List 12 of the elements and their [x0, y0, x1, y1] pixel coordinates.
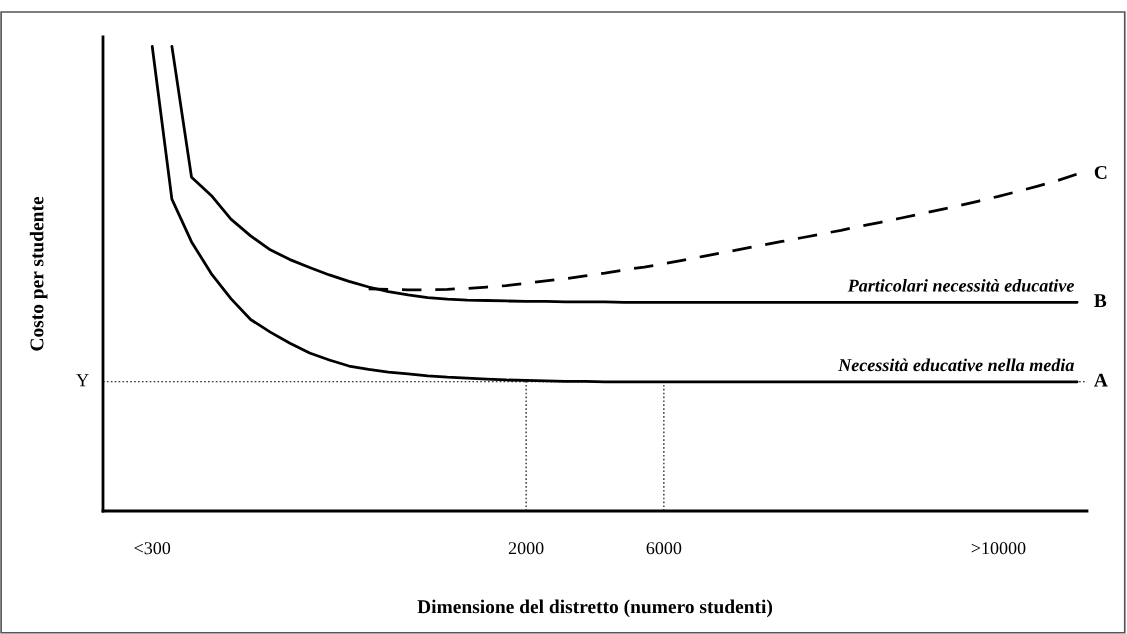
series-label: A	[1094, 373, 1108, 387]
series-label: B	[1094, 294, 1107, 308]
series-label: C	[1094, 165, 1107, 179]
annotation: Particolari necessità educative	[847, 279, 1074, 292]
x-tick-label: 6000	[646, 542, 682, 555]
x-axis-title: Dimensione del distretto (numero studenti)	[417, 599, 773, 618]
x-tick-label: 2000	[508, 542, 544, 555]
x-tick-label: >10000	[971, 542, 1026, 555]
y-axis-title: Costo per studente	[29, 196, 48, 351]
ref-line-label: Y	[76, 374, 89, 387]
x-tick-label: <300	[134, 542, 171, 555]
annotation: Necessità educative nella media	[838, 358, 1074, 372]
